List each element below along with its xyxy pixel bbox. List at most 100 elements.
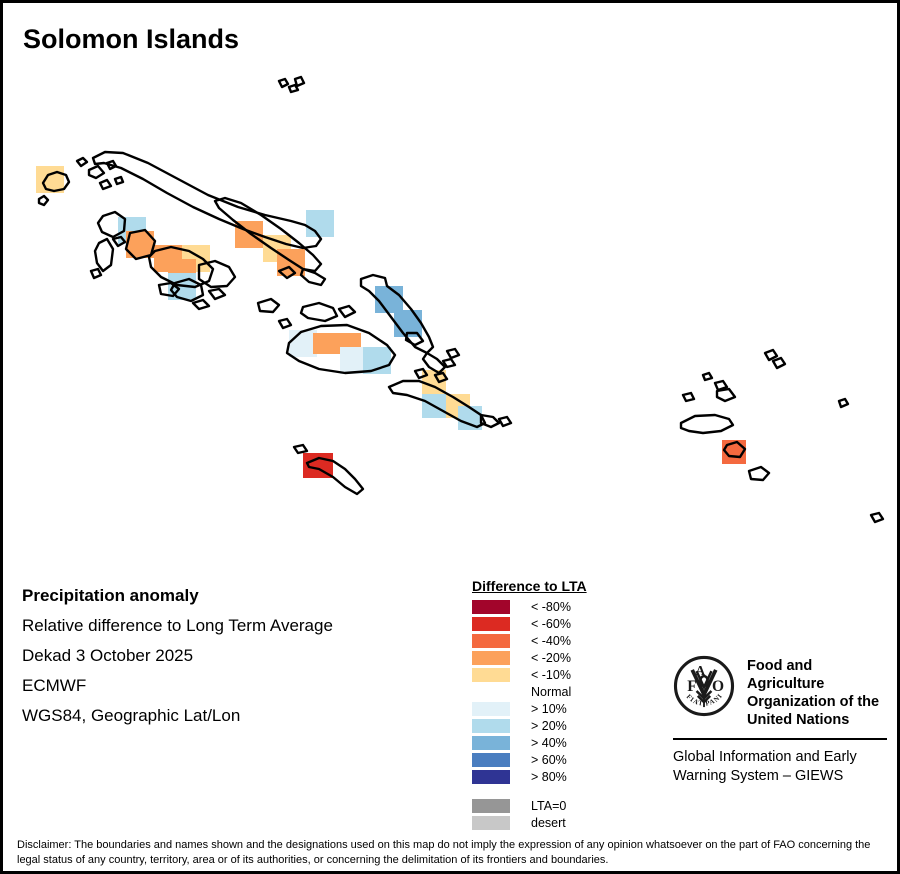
coast-three-sisters (433, 371, 449, 384)
coast-treasury (37, 194, 50, 207)
coast-islet-b (87, 164, 106, 180)
coast-nggela (299, 301, 339, 323)
coast-anuta (837, 397, 850, 409)
page-title: Solomon Islands (23, 24, 240, 54)
svg-text:O: O (712, 678, 724, 695)
legend-entry-label: > 80% (531, 769, 567, 784)
caption-line-period: Dekad 3 October 2025 (22, 646, 194, 665)
legend-entry-label: > 40% (531, 735, 567, 750)
legend-entry-swatch (472, 701, 510, 716)
legend-entry-2: < -40% (472, 632, 652, 649)
legend-extra-entry-label: desert (531, 815, 566, 830)
coast-tetepare (157, 281, 181, 298)
legend-entry-label: < -10% (531, 667, 571, 682)
legend-entry-6: > 10% (472, 700, 652, 717)
fao-org-name: Food and Agriculture Organization of the… (747, 655, 888, 729)
legend-entry-swatch (472, 599, 510, 614)
legend-entry-swatch (472, 752, 510, 767)
legend-extra-entry-0: LTA=0 (472, 797, 652, 814)
anomaly-cell (375, 286, 403, 313)
coastline-layer (37, 75, 885, 524)
coast-malaita (359, 273, 435, 355)
coast-ugi (441, 357, 457, 369)
legend-extra-entry-list: LTA=0 desert (472, 797, 652, 831)
coast-ranongga (93, 237, 115, 273)
legend-entry-label: < -20% (531, 650, 571, 665)
legend-entry-swatch (472, 718, 510, 733)
coast-shortland (41, 170, 71, 193)
coast-rendova (169, 277, 205, 303)
coast-reef-2 (701, 371, 714, 382)
fao-logo-row: F A O FIAT PANIS Food and Agriculture Or… (673, 655, 888, 729)
legend-title: Difference to LTA (472, 578, 587, 594)
giews-line-2: Warning System – GIEWS (673, 768, 844, 784)
giews-line-1: Global Information and Early (673, 749, 857, 765)
coast-isabel-islet (277, 265, 297, 280)
legend-entry-3: < -20% (472, 649, 652, 666)
legend-extra-entry-label: LTA=0 (531, 798, 567, 813)
legend-spacer (472, 785, 652, 797)
coast-nggela-2 (337, 304, 357, 319)
coast-reef-1 (771, 356, 787, 370)
coast-makira-tip (479, 413, 501, 429)
coast-reef-4 (715, 387, 737, 403)
legend-extra-entry-swatch (472, 798, 510, 813)
legend-entry-label: < -80% (531, 599, 571, 614)
legend-entry-7: > 20% (472, 717, 652, 734)
coast-reef-5 (681, 391, 696, 403)
coast-tikopia (869, 511, 885, 524)
caption-line-source: ECMWF (22, 676, 87, 695)
legend-entry-swatch (472, 616, 510, 631)
caption-block: Precipitation anomaly Relative differenc… (22, 581, 452, 731)
svg-text:A: A (695, 663, 705, 678)
coast-ontong-java-3 (287, 83, 300, 94)
fao-org-line-1: Food and Agriculture (747, 658, 825, 692)
svg-text:F: F (687, 678, 696, 695)
coast-gizo (111, 235, 127, 248)
legend-entry-swatch (472, 685, 510, 699)
legend-entry-swatch (472, 735, 510, 750)
legend-entry-4: < -10% (472, 666, 652, 683)
coast-ontong-java-2 (293, 75, 306, 88)
coast-duff (763, 348, 779, 362)
legend-entry-5: Normal (472, 683, 652, 700)
coast-santa-ana (497, 415, 513, 428)
caption-line-measure: Relative difference to Long Term Average (22, 616, 333, 635)
coast-makira-islet (413, 367, 429, 380)
legend-entry-label: Normal (531, 684, 572, 699)
coast-isabel-tail (299, 267, 327, 287)
coast-wg-islet1 (207, 287, 227, 301)
legend-entry-swatch (472, 633, 510, 648)
legend-extra-entry-swatch (472, 815, 510, 830)
anomaly-cell (289, 330, 317, 357)
coast-ulawa (445, 347, 461, 360)
coast-guadalcanal (285, 323, 397, 375)
coast-vella-lavella (96, 210, 127, 239)
caption-line-projection: WGS84, Geographic Lat/Lon (22, 706, 241, 725)
legend-entry-10: > 80% (472, 768, 652, 785)
coast-vanikoro (747, 465, 771, 482)
coast-nendo (679, 413, 735, 435)
fao-org-line-3: United Nations (747, 712, 850, 728)
coast-reef-3 (713, 379, 729, 392)
legend-entry-label: < -60% (531, 616, 571, 631)
legend-entry-label: > 20% (531, 718, 567, 733)
legend-entry-list: < -80% < -60% < -40% < -20% < -10% Normal > 10… (472, 598, 652, 785)
legend-entry-8: > 40% (472, 734, 652, 751)
legend-extra-entry-1: desert (472, 814, 652, 831)
legend-entry-9: > 60% (472, 751, 652, 768)
coast-savo (277, 317, 293, 330)
coast-islet-d (98, 178, 113, 191)
anomaly-cell (36, 166, 64, 193)
coast-russell (256, 297, 281, 314)
coast-islet-e (113, 175, 125, 186)
legend-entry-label: > 10% (531, 701, 567, 716)
coast-makira (387, 379, 487, 429)
coast-maramasike (404, 331, 425, 347)
caption-line-title: Precipitation anomaly (22, 586, 199, 605)
legend: Difference to LTA < -80% < -60% < -40% < -2… (472, 578, 652, 831)
fao-org-line-2: Organization of the (747, 694, 880, 710)
legend-entry-1: < -60% (472, 615, 652, 632)
coast-choiseul (91, 150, 323, 250)
